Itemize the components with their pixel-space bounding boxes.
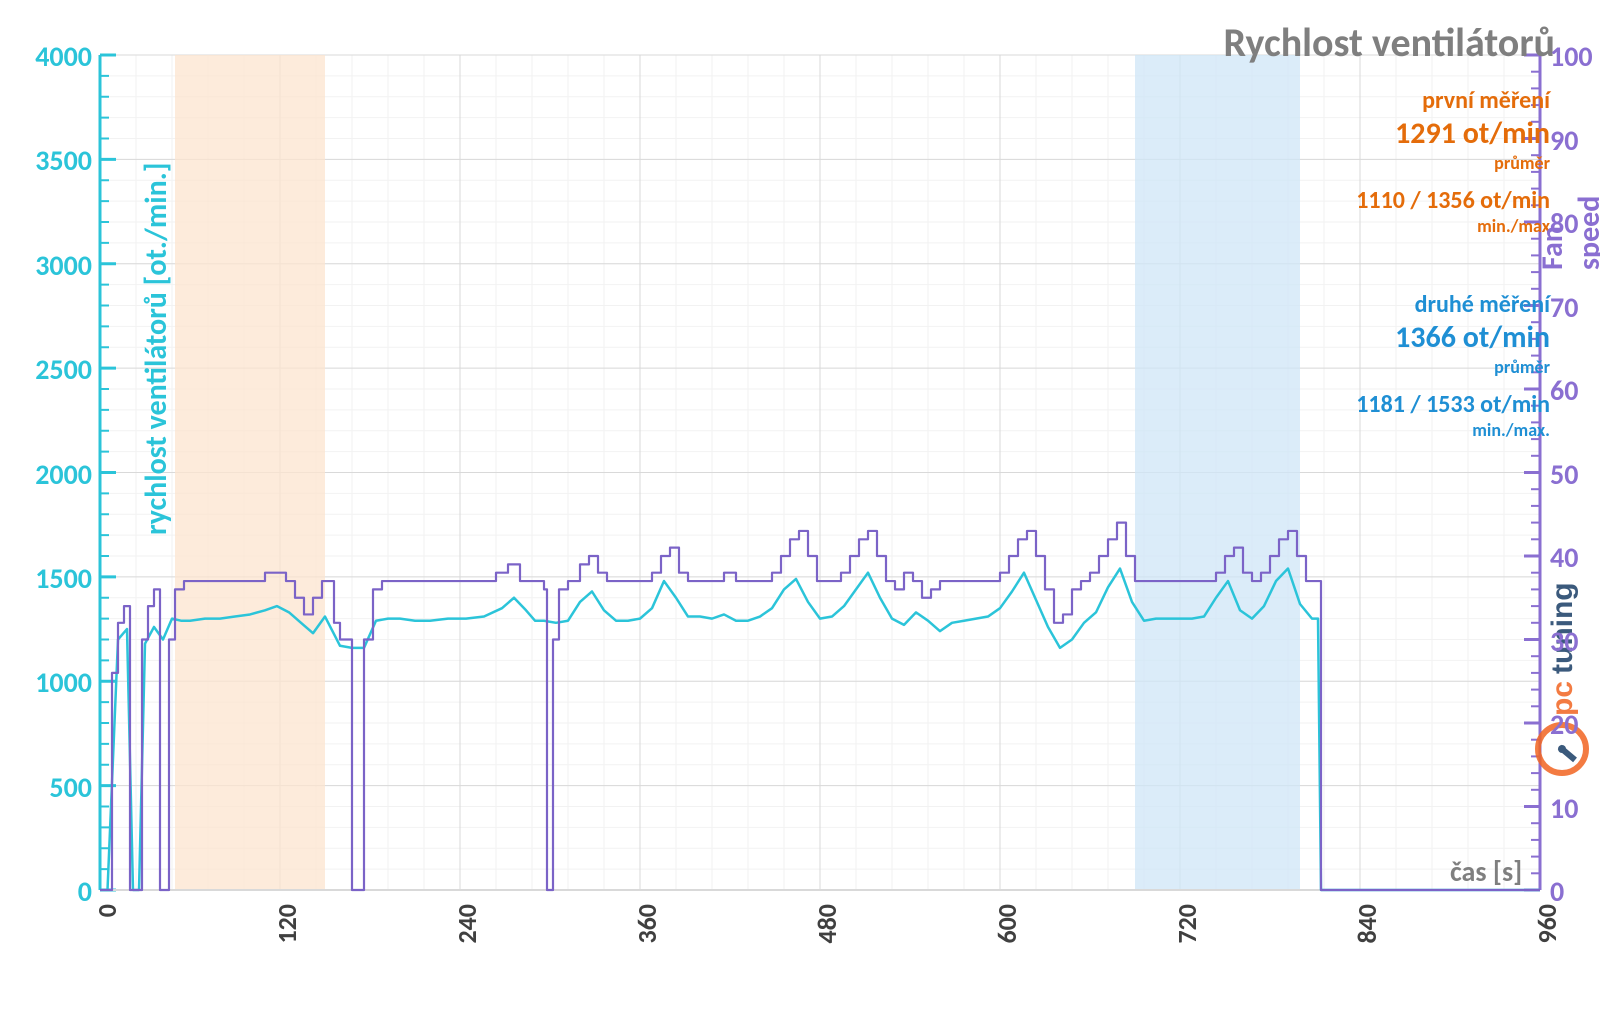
stats-m2-mmsub: min./max. (1356, 419, 1550, 441)
y-right-tick: 70 (1550, 290, 1578, 325)
x-tick: 240 (451, 904, 483, 944)
chart-container: Rychlost ventilátorů první měření 1291 o… (0, 0, 1600, 1009)
y-left-tick: 2000 (0, 457, 92, 492)
y-right-tick: 40 (1550, 540, 1578, 575)
x-tick: 360 (631, 904, 663, 944)
y-right-tick: 10 (1550, 791, 1578, 826)
y-right-tick: 100 (1550, 39, 1593, 74)
chart-title: Rychlost ventilátorů (1223, 18, 1555, 67)
stats-m2-title: druhé měření (1356, 290, 1550, 319)
y-left-tick: 3500 (0, 143, 92, 178)
y-right-tick: 50 (1550, 457, 1578, 492)
stats-m2: druhé měření 1366 ot/min průměr 1181 / 1… (1356, 290, 1550, 441)
x-tick: 0 (91, 904, 123, 917)
stats-m1-avg: 1291 ot/min (1356, 115, 1550, 152)
y-right-tick: 60 (1550, 373, 1578, 408)
y-right-tick: 30 (1550, 624, 1578, 659)
x-tick: 840 (1351, 904, 1383, 944)
y-left-tick: 4000 (0, 39, 92, 74)
stats-m2-avg: 1366 ot/min (1356, 319, 1550, 356)
x-tick: 720 (1171, 904, 1203, 944)
stats-m1-mmsub: min./max (1356, 215, 1550, 237)
stats-m1-title: první měření (1356, 86, 1550, 115)
x-tick: 120 (271, 904, 303, 944)
x-label: čas [s] (1450, 854, 1522, 889)
stats-m2-avgsub: průměr (1356, 356, 1550, 378)
y-left-tick: 1500 (0, 561, 92, 596)
x-tick: 600 (991, 904, 1023, 944)
stats-m2-mm: 1181 / 1533 ot/min (1356, 390, 1550, 419)
x-tick: 960 (1531, 904, 1563, 944)
y-right-tick: 90 (1550, 123, 1578, 158)
y-left-tick: 3000 (0, 248, 92, 283)
stats-m1-avgsub: průměr (1356, 152, 1550, 174)
x-tick: 480 (811, 904, 843, 944)
y-left-tick: 500 (0, 770, 92, 805)
y-left-tick: 0 (0, 874, 92, 909)
y-right-tick: 20 (1550, 707, 1578, 742)
y-right-tick: 80 (1550, 206, 1578, 241)
stats-m1-mm: 1110 / 1356 ot/min (1356, 186, 1550, 215)
stats-m1: první měření 1291 ot/min průměr 1110 / 1… (1356, 86, 1550, 237)
y-left-label: rychlost ventilátorů [ot./min.] (138, 163, 175, 535)
y-left-tick: 1000 (0, 665, 92, 700)
y-left-tick: 2500 (0, 352, 92, 387)
